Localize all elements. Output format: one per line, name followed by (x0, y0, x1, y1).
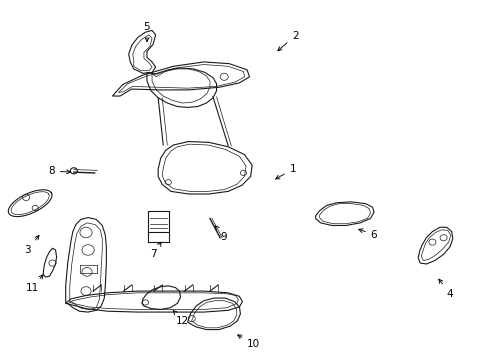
Text: 5: 5 (143, 22, 150, 41)
Text: 2: 2 (277, 31, 298, 51)
Text: 7: 7 (149, 242, 161, 259)
Text: 11: 11 (25, 275, 43, 293)
Text: 8: 8 (48, 166, 70, 176)
Text: 12: 12 (173, 310, 189, 326)
Text: 10: 10 (237, 335, 260, 349)
Text: 1: 1 (275, 164, 295, 179)
Text: 3: 3 (24, 235, 39, 255)
Text: 4: 4 (438, 279, 452, 299)
Text: 9: 9 (215, 226, 227, 242)
Text: 6: 6 (358, 229, 377, 240)
